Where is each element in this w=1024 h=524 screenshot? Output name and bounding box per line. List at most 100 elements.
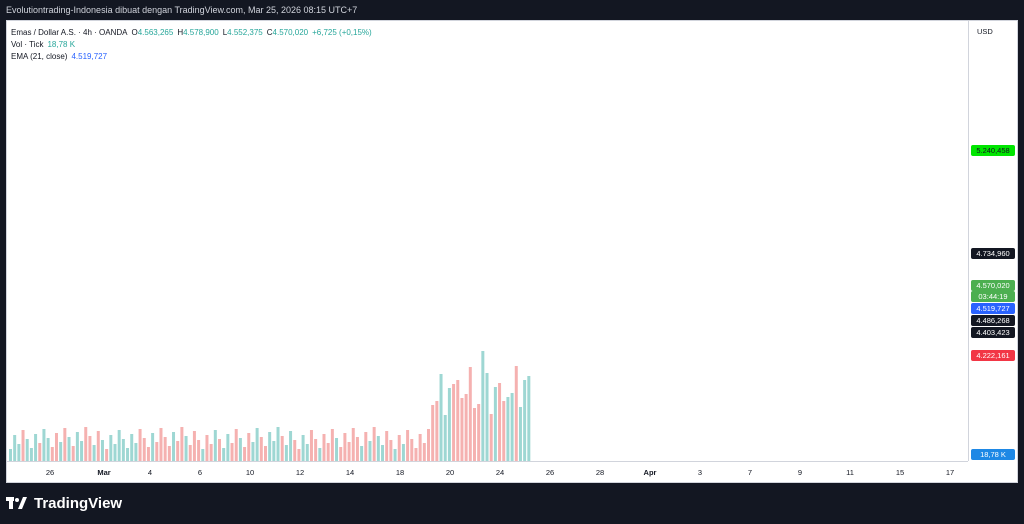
volume-bar [468, 367, 472, 461]
volume-bar [452, 384, 456, 461]
last-price-label: 4.570,020 [971, 280, 1015, 291]
volume-bar [54, 433, 58, 461]
volume-bar [222, 448, 226, 461]
volume-bar [201, 449, 205, 461]
legend-volume-row[interactable]: Vol · Tick 18,78 K [11, 39, 372, 51]
chart-plot-area[interactable]: Emas / Dollar A.S. · 4h · OANDA O4.563,2… [7, 21, 968, 461]
time-tick: 11 [846, 468, 854, 477]
time-tick: 7 [747, 468, 753, 477]
volume-bar [360, 446, 364, 461]
volume-bar [489, 414, 493, 461]
volume-bar [105, 449, 109, 461]
volume-bar [527, 376, 531, 461]
volume-bar [276, 427, 280, 461]
footer-branding[interactable]: TradingView [6, 490, 122, 516]
volume-bar [439, 374, 443, 461]
volume-bar [151, 433, 155, 461]
volume-bar [506, 397, 510, 461]
legend-low-value: 4.552,375 [227, 28, 263, 37]
volume-bar [460, 398, 464, 461]
time-tick: 28 [595, 468, 605, 477]
volume-bar [130, 434, 134, 461]
volume-bar [523, 380, 527, 461]
time-tick: 18 [395, 468, 405, 477]
volume-bar [142, 438, 146, 461]
volume-bar [71, 446, 75, 461]
volume-bar [514, 366, 518, 461]
volume-bar [238, 438, 242, 461]
time-tick: 26 [45, 468, 55, 477]
time-tick: 6 [197, 468, 203, 477]
volume-bar [134, 443, 138, 461]
volume-bar [172, 432, 176, 461]
volume-bar [192, 431, 196, 461]
volume-bar [464, 394, 468, 461]
legend-open-value: 4.563,265 [137, 28, 174, 37]
price-scale[interactable]: USD 5.600,0005.400,0005.200,0005.000,000… [968, 21, 1018, 461]
volume-bar [50, 447, 54, 461]
volume-bar [431, 405, 435, 461]
volume-bar [305, 444, 309, 461]
volume-bar [34, 434, 38, 461]
volume-bar [21, 430, 25, 461]
chart-frame: Emas / Dollar A.S. · 4h · OANDA O4.563,2… [6, 20, 1018, 483]
volume-bar [330, 429, 334, 461]
volume-bar [284, 445, 288, 461]
volume-bar [100, 440, 104, 461]
volume-bar [381, 445, 385, 461]
volume-bar [364, 432, 368, 461]
volume-bar [518, 407, 522, 461]
volume-bar [485, 373, 489, 461]
volume-bar [443, 415, 447, 461]
volume-bar [113, 444, 117, 461]
volume-bar [146, 447, 150, 461]
time-tick: 14 [345, 468, 355, 477]
volume-bar [318, 448, 322, 461]
time-tick: Mar [97, 468, 111, 477]
volume-bar [42, 429, 46, 461]
level-line-label: 4.734,960 [971, 248, 1015, 259]
volume-bar [498, 383, 502, 461]
volume-bar [280, 436, 284, 461]
volume-bar [159, 428, 163, 461]
volume-bar [393, 449, 397, 461]
time-tick: 26 [545, 468, 555, 477]
volume-bar [339, 447, 343, 461]
volume-bar [184, 436, 188, 461]
volume-bar [435, 401, 439, 461]
legend-ema-label: EMA (21, close) [11, 52, 68, 61]
volume-bar [247, 433, 251, 461]
volume-bar [481, 351, 485, 461]
stop-loss-label: 4.222,161 [971, 350, 1015, 361]
candlestick-chart[interactable] [7, 21, 968, 461]
volume-bar [13, 435, 17, 461]
legend-ohlc-row: Emas / Dollar A.S. · 4h · OANDA O4.563,2… [11, 27, 372, 39]
volume-bar [343, 433, 347, 461]
time-tick: 24 [495, 468, 505, 477]
volume-bar [389, 440, 393, 461]
volume-bar [167, 446, 171, 461]
volume-bar [234, 429, 238, 461]
volume-bar [456, 380, 460, 461]
bar-countdown-label: 03:44:19 [971, 291, 1015, 302]
legend-high-value: 4.578,900 [183, 28, 219, 37]
legend-change: +6,725 (+0,15%) [312, 28, 372, 37]
volume-bar [209, 444, 213, 461]
volume-bar [88, 436, 92, 461]
volume-bar [205, 435, 209, 461]
legend-symbol[interactable]: Emas / Dollar A.S. · 4h · OANDA [11, 28, 128, 37]
volume-bar [96, 431, 100, 461]
time-scale[interactable]: 26 Mar 4 6 10 12 14 18 20 24 26 28 Apr 3 7 9 11 15 17 [7, 461, 968, 483]
tradingview-logo-icon [6, 497, 27, 509]
legend-ema-row[interactable]: EMA (21, close) 4.519,727 [11, 51, 372, 63]
entry-price-label: 4.486,268 [971, 315, 1015, 326]
volume-bar [414, 448, 418, 461]
volume-bar [314, 439, 318, 461]
volume-bar [347, 442, 351, 461]
ema-price-label: 4.519,727 [971, 303, 1015, 314]
time-tick: 15 [895, 468, 905, 477]
volume-bar [351, 428, 355, 461]
volume-bar [80, 441, 84, 461]
time-tick: 12 [295, 468, 305, 477]
volume-bar [38, 443, 42, 461]
